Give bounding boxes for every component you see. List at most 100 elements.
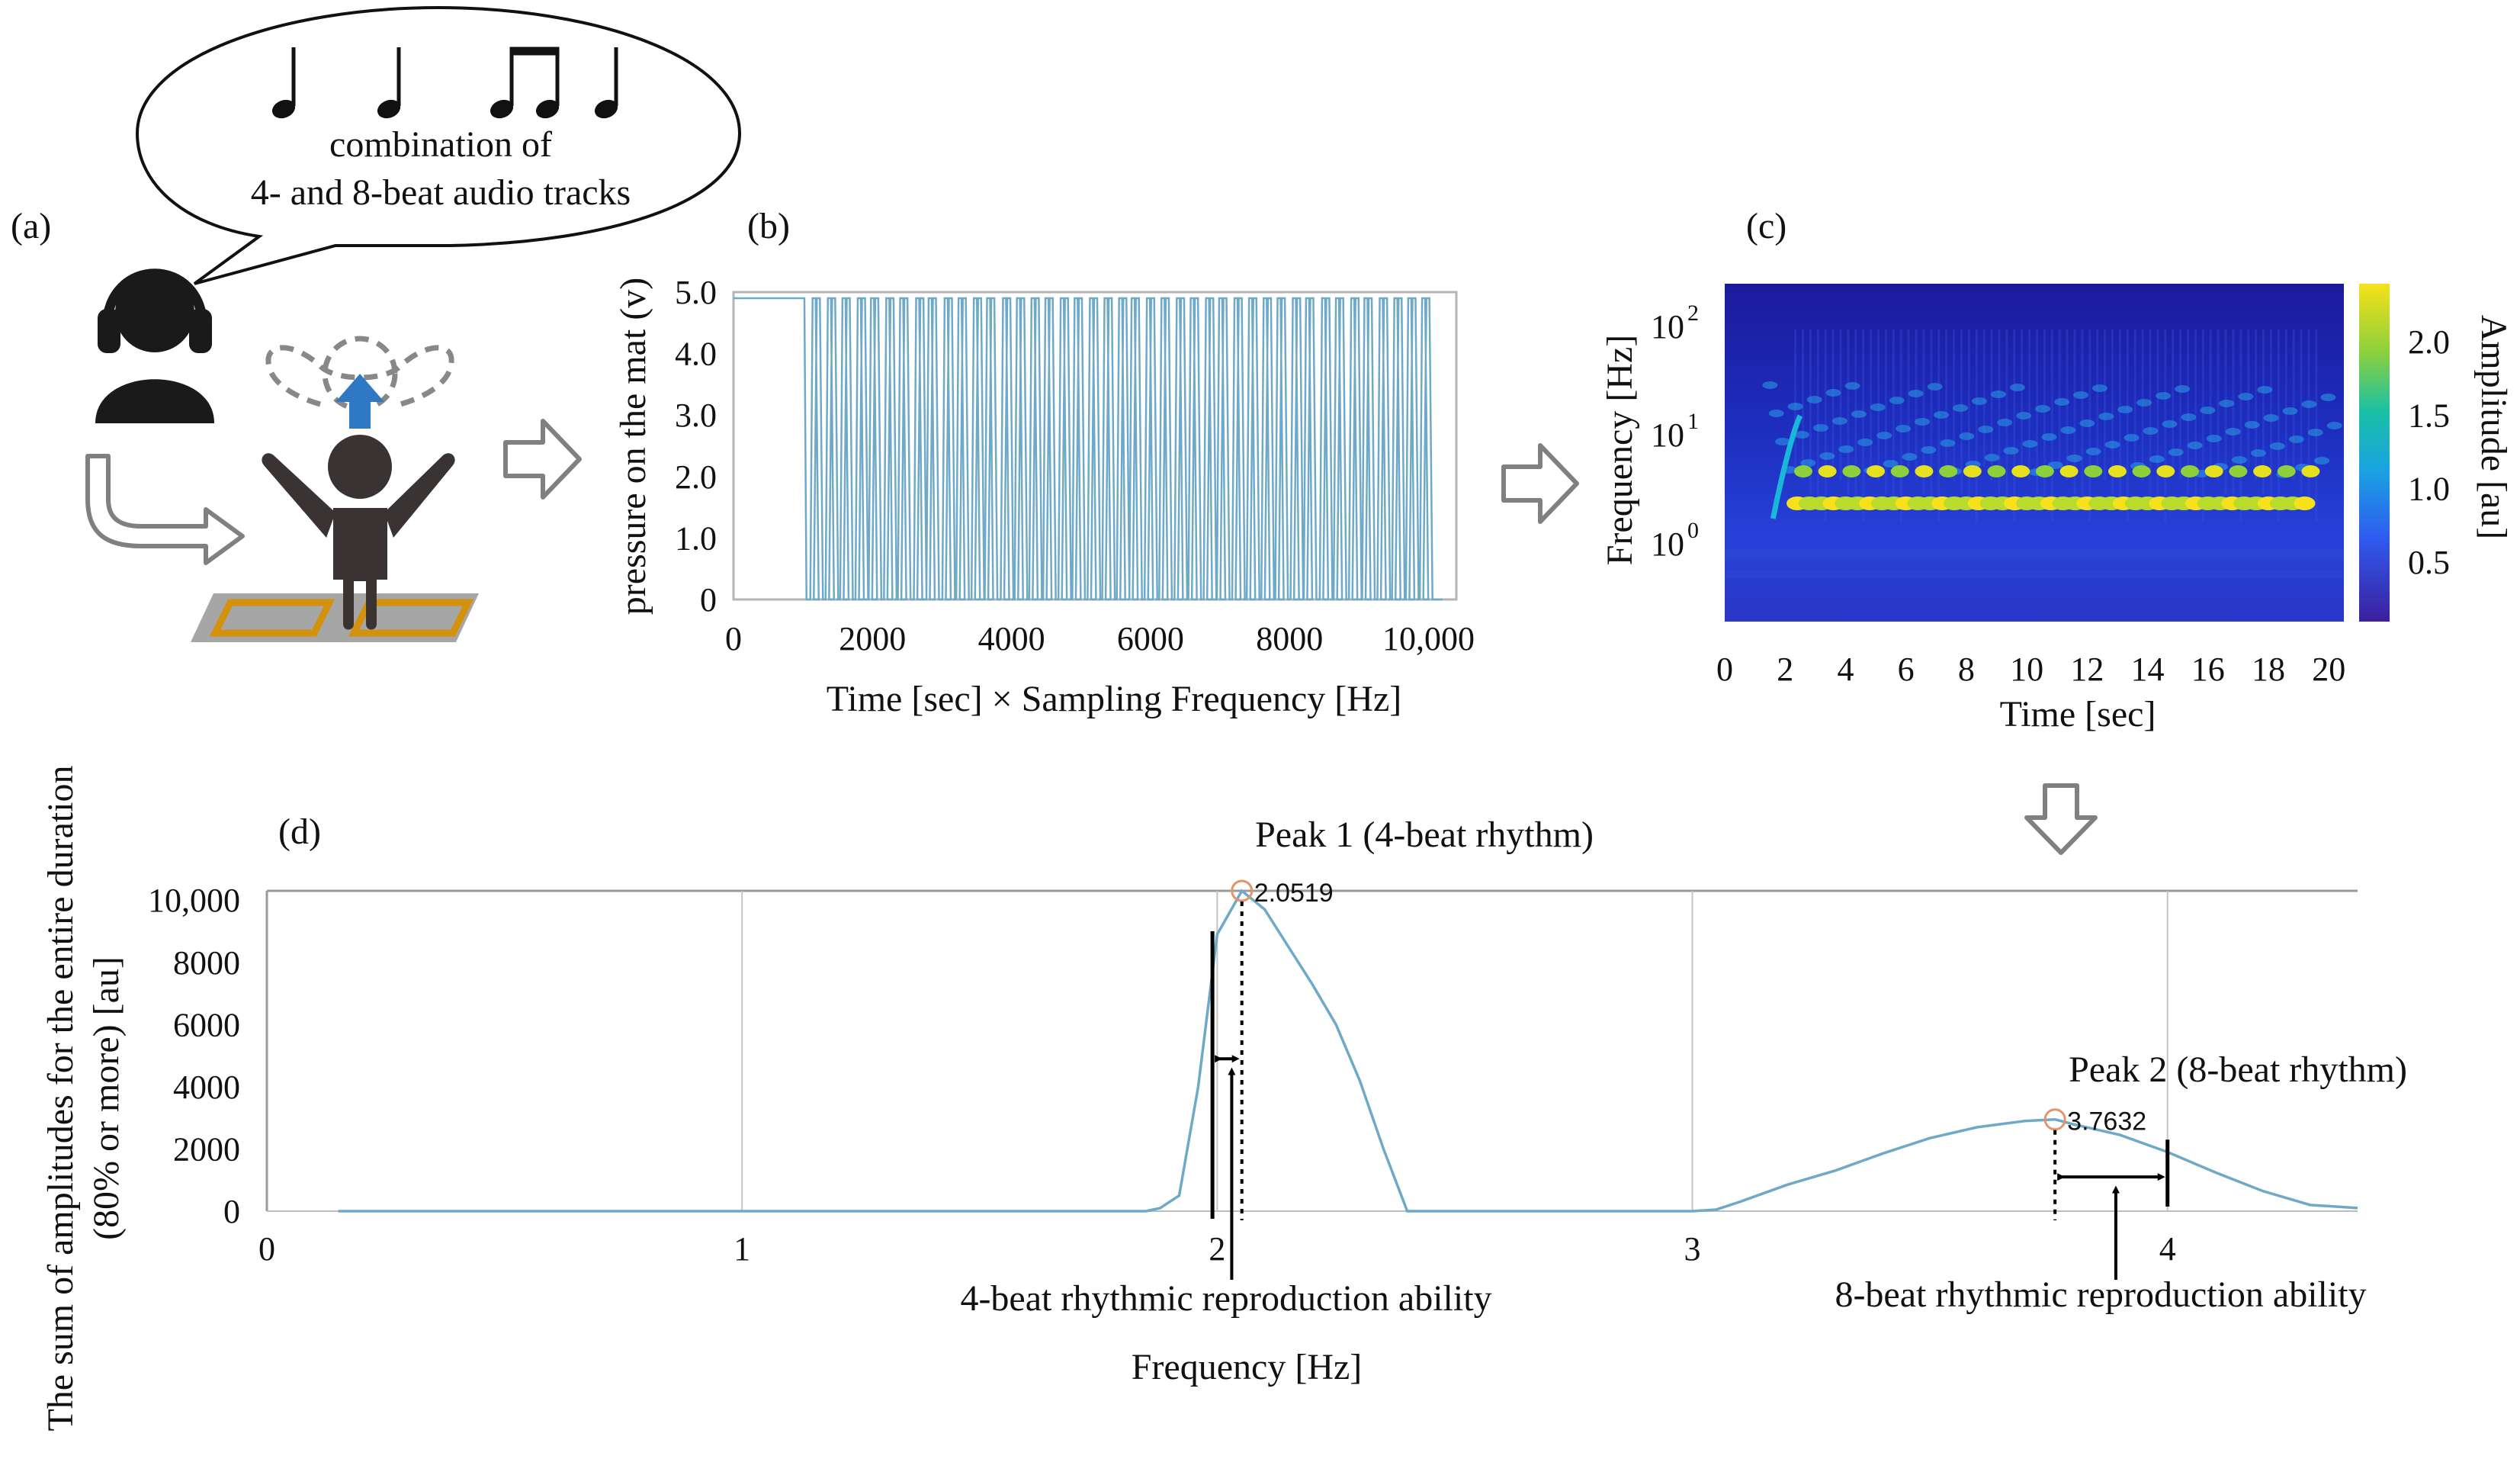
spectrogram-streak <box>1862 329 1865 522</box>
chart-b-x-tick-label: 10,000 <box>1382 620 1475 657</box>
spectrogram-blob <box>1762 381 1778 389</box>
spectrogram-band-harmonic <box>1793 465 1812 477</box>
pressure-mat <box>191 593 479 642</box>
ability-8beat-label: 8-beat rhythmic reproduction ability <box>1835 1274 2366 1315</box>
spectrogram-streak <box>1839 329 1842 480</box>
chart-c-x-ticks: 0 2 4 6 8 10 12 14 16 18 20 <box>1716 651 2345 688</box>
spectrogram-blob <box>1896 425 1912 432</box>
spectrogram-band-harmonic <box>2084 465 2103 477</box>
spectrogram-streak <box>2284 329 2287 467</box>
spectrogram-blob <box>1889 397 1905 404</box>
spectrogram-blob <box>2269 442 2285 450</box>
spectrogram-streak <box>1967 329 1970 508</box>
spectrogram-streak <box>2156 329 2159 508</box>
spectrogram-blob <box>1997 419 2013 426</box>
spectrogram-blob <box>1831 417 1847 425</box>
chart-d-ylabel-line1: The sum of amplitudes for the entire dur… <box>40 765 81 1431</box>
spectrogram-blob <box>2263 414 2279 422</box>
chart-c-x-tick-label: 10 <box>2010 651 2043 688</box>
flow-arrow-c-d-icon <box>2024 783 2098 855</box>
spectrogram-blob <box>2098 413 2114 420</box>
spectrogram-band-harmonic <box>2229 465 2248 477</box>
spectrogram-blob <box>2187 442 2203 449</box>
chart-c-y-tick: 10 1 <box>1651 409 1699 454</box>
spectrogram-streak <box>1922 329 1925 494</box>
colorbar-ticks: 2.0 1.5 1.0 0.5 <box>2408 323 2450 581</box>
spectrogram-blob <box>2288 435 2304 443</box>
spectrogram-blob <box>1844 382 1860 390</box>
chart-c-x-tick-label: 20 <box>2312 651 2345 688</box>
spectrogram-streak <box>1915 329 1918 480</box>
spectrogram-blob <box>2047 461 2063 469</box>
spectrogram-streak <box>2315 329 2318 522</box>
spectrogram-streak <box>2239 329 2242 522</box>
spectrogram-blob <box>2326 422 2342 429</box>
flow-arrow-a-b-icon <box>503 419 582 500</box>
panel-a-label: (a) <box>11 206 51 246</box>
chart-b-y-ticks: 0 1.0 2.0 3.0 4.0 5.0 <box>675 274 717 619</box>
spectrogram-blob <box>2124 434 2140 442</box>
spectrogram-blob <box>2143 427 2159 435</box>
spectrogram-blob <box>2035 405 2051 413</box>
chart-c-x-tick-label: 14 <box>2131 651 2165 688</box>
panel-d-label: (d) <box>278 812 321 852</box>
chart-d-x-ticks: 0 1 2 3 4 <box>258 1230 2176 1268</box>
colorbar-tick-label: 1.0 <box>2408 471 2450 508</box>
spectrogram-streak <box>2118 329 2121 508</box>
spectrogram-streak <box>1930 329 1933 508</box>
spectrogram-streak <box>1870 329 1873 467</box>
spectrogram-streak <box>1945 329 1948 467</box>
spectrogram-band-harmonic <box>1963 465 1982 477</box>
spectrogram-streak <box>2035 329 2038 494</box>
spectrogram-blob <box>2307 429 2323 436</box>
flow-arrow-b-c-icon <box>1501 443 1579 524</box>
spectrogram-streak <box>2209 329 2212 467</box>
spectrogram-streak <box>2005 329 2008 508</box>
bubble-text-line2: 4- and 8-beat audio tracks <box>251 172 631 213</box>
spectrogram-band-harmonic <box>1867 465 1886 477</box>
spectrogram-band-harmonic <box>2059 465 2079 477</box>
spectrogram-blob <box>1812 424 1828 432</box>
spectrogram-blob <box>1927 383 1943 390</box>
spectrogram-blob <box>1787 403 1803 410</box>
spectrogram-blob <box>2231 456 2247 464</box>
bubble-outline <box>135 5 742 285</box>
spectrogram-blob <box>2257 386 2273 394</box>
chart-c-y-tick: 10 2 <box>1651 301 1699 346</box>
colorbar-label: Amplitude [au] <box>2473 315 2514 540</box>
chart-d-y-tick-label: 4000 <box>173 1069 240 1106</box>
chart-c-x-tick-label: 6 <box>1898 651 1915 688</box>
spectrogram-blob <box>2250 449 2266 457</box>
spectrogram-blob <box>2072 391 2088 399</box>
chart-b-y-tick-label: 3.0 <box>675 397 717 434</box>
chart-b-x-tick-label: 2000 <box>839 620 906 657</box>
spectrogram-blob <box>2175 385 2191 393</box>
chart-b-pressure-trace <box>734 297 1443 601</box>
spectrogram-streak <box>2224 329 2227 494</box>
spectrogram-blob <box>2149 455 2165 463</box>
spectrogram-blob <box>1952 404 1968 412</box>
spectrogram-streak <box>2179 329 2182 480</box>
peak-marker <box>2043 1108 2066 1131</box>
spectrogram-blob <box>2282 407 2298 415</box>
colorbar-tick-label: 1.5 <box>2408 397 2450 434</box>
chart-d-x-tick-label: 3 <box>1684 1230 1701 1268</box>
chart-c-x-tick-label: 8 <box>1958 651 1975 688</box>
spectrogram-blob <box>1959 432 1975 440</box>
spectrogram-low-band <box>1725 570 2344 578</box>
spectrogram-blob <box>1819 452 1835 460</box>
spectrogram-streak <box>2058 329 2061 467</box>
spectrogram-streak <box>2217 329 2220 480</box>
chart-b-y-tick-label: 4.0 <box>675 336 717 373</box>
chart-b-y-tick-label: 0 <box>700 581 717 619</box>
spectrogram-peak-band <box>1770 414 2320 519</box>
spectrogram-blob <box>1915 418 1931 426</box>
spectrogram-band-harmonic <box>2107 465 2127 477</box>
spectrogram-band-harmonic <box>1987 465 2006 477</box>
chart-c-x-tick-label: 16 <box>2191 651 2225 688</box>
spectrogram-streak <box>2043 329 2046 508</box>
spectrogram-blob <box>1825 389 1841 397</box>
chart-d-y-tick-label: 2000 <box>173 1130 240 1168</box>
spectrogram-streak <box>2111 329 2114 494</box>
spectrogram-streak <box>1809 329 1812 494</box>
